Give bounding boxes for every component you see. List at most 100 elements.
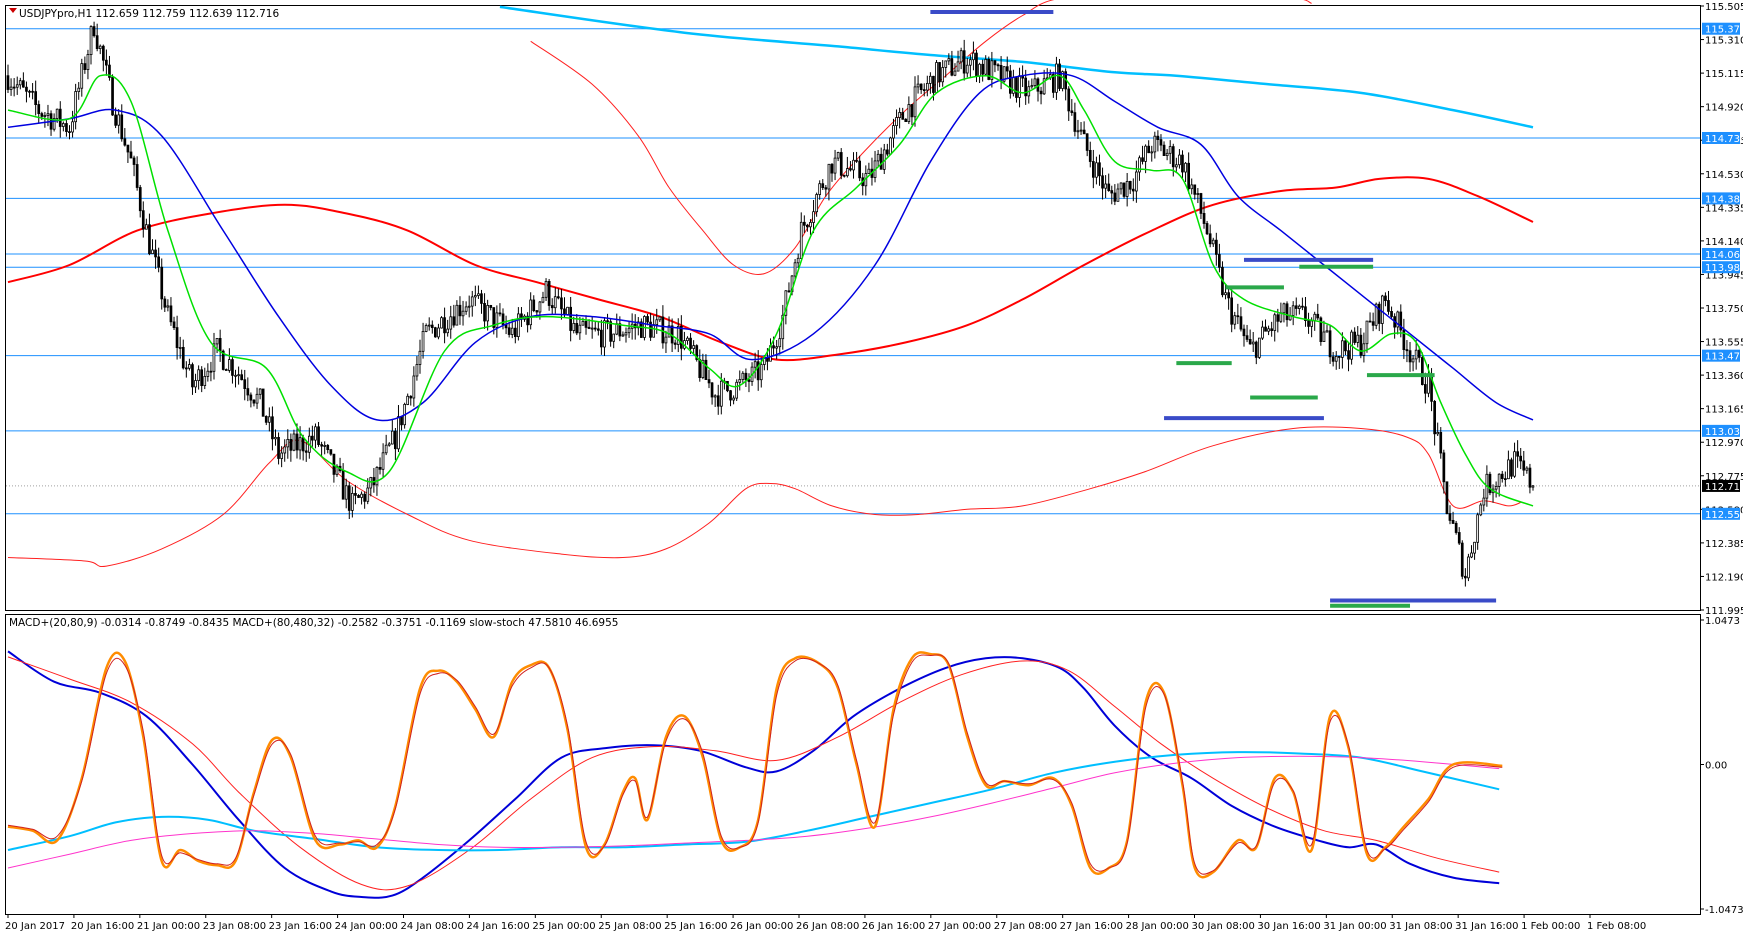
candle-body (1341, 340, 1344, 358)
candle-body (120, 114, 124, 140)
candle-body (1110, 190, 1114, 194)
candle-body (1436, 431, 1439, 435)
candle-body (203, 375, 207, 386)
candle-body (821, 183, 825, 188)
price-panel-frame (5, 5, 1701, 611)
candle-body (15, 84, 19, 88)
candle-body (58, 108, 62, 127)
candle-body (271, 416, 274, 440)
horizontal-levels[interactable] (6, 28, 1700, 515)
candle-body (1168, 146, 1172, 154)
candle-body (1104, 183, 1107, 189)
candle-body (363, 493, 367, 502)
candle-body (326, 444, 330, 450)
candle-body (1276, 314, 1280, 322)
candle-body (1427, 374, 1430, 394)
candle-body (1199, 193, 1203, 214)
candle-body (252, 399, 256, 404)
candle-body (231, 359, 234, 376)
candle-body (1141, 157, 1144, 162)
candle-body (1236, 315, 1240, 318)
time-tick-label: 26 Jan 00:00 (730, 921, 793, 932)
candle-body (46, 113, 50, 116)
price-panel[interactable]: USDJPYpro,H1 112.659 112.759 112.639 112… (5, 0, 1743, 617)
candle-body (732, 397, 736, 401)
candle-body (304, 450, 308, 453)
candle-body (695, 345, 699, 360)
candle-body (473, 295, 477, 298)
price-tick-label: 114.920 (1705, 103, 1743, 114)
indicator-panel[interactable]: MACD+(20,80,9) -0.0314 -0.8749 -0.8435 M… (5, 614, 1743, 917)
price-tag-box (1702, 22, 1740, 35)
candle-body (510, 327, 514, 335)
candle-body (461, 310, 465, 317)
candle-body (803, 221, 806, 226)
candle-body (603, 320, 606, 348)
candle-body (953, 70, 957, 76)
candle-body (661, 316, 665, 344)
candle-body (978, 63, 981, 77)
candle-body (6, 75, 10, 90)
candle-body (498, 312, 502, 315)
candle-body (295, 433, 299, 451)
price-tick-label: 112.970 (1705, 438, 1743, 449)
candle-body (738, 379, 742, 383)
price-tag-box (1702, 507, 1740, 520)
candle-body (1414, 349, 1418, 360)
one-click-trading-arrow-icon[interactable] (9, 8, 17, 13)
candle-body (1122, 182, 1126, 197)
macd-fast-signal-line (7, 656, 1500, 891)
candle-body (1138, 157, 1141, 173)
candle-body (824, 187, 828, 190)
candle-body (477, 293, 480, 296)
candle-body (415, 364, 419, 377)
candle-body (1261, 326, 1264, 339)
candle-body (86, 54, 90, 71)
candle-body (1239, 316, 1243, 330)
candle-body (62, 123, 65, 127)
candle-body (1144, 145, 1147, 162)
candle-body (560, 297, 563, 310)
candle-body (796, 257, 800, 264)
candle-body (1052, 74, 1055, 93)
candle-body (123, 138, 127, 146)
candle-body (25, 86, 28, 92)
candle-body (532, 299, 536, 312)
candle-body (194, 380, 197, 388)
price-tag-label: 112.554 (1705, 510, 1743, 521)
candle-body (1402, 329, 1406, 351)
candle-body (43, 115, 47, 117)
fast-moving-average (7, 74, 1534, 507)
indicator-lines (7, 650, 1503, 899)
candle-body (781, 314, 785, 340)
candle-body (489, 304, 493, 308)
candle-body (876, 153, 880, 162)
candle-body (440, 317, 443, 329)
candle-body (234, 374, 237, 377)
candle-body (1451, 520, 1455, 524)
candle-body (676, 325, 680, 345)
candle-body (1039, 90, 1043, 95)
time-tick-label: 25 Jan 08:00 (598, 921, 661, 932)
support-resistance-segments[interactable] (930, 10, 1497, 608)
candle-body (907, 104, 911, 123)
candle-body (1331, 356, 1335, 362)
candle-body (707, 379, 711, 384)
candle-body (535, 310, 539, 313)
candle-body (1494, 485, 1498, 490)
candle-body (375, 466, 379, 486)
candle-body (446, 328, 450, 334)
candle-body (455, 304, 459, 326)
candle-body (34, 91, 38, 105)
price-tick-label: 112.775 (1705, 472, 1743, 483)
candle-body (1411, 358, 1415, 363)
candle-body (1525, 467, 1529, 471)
candle-body (369, 477, 373, 489)
candle-body (1347, 350, 1350, 360)
candle-body (1230, 297, 1233, 325)
time-tick-label: 1 Feb 00:00 (1521, 921, 1580, 932)
candle-body (464, 306, 468, 312)
price-tick-label: 113.165 (1705, 405, 1743, 416)
time-tick-label: 26 Jan 08:00 (796, 921, 859, 932)
